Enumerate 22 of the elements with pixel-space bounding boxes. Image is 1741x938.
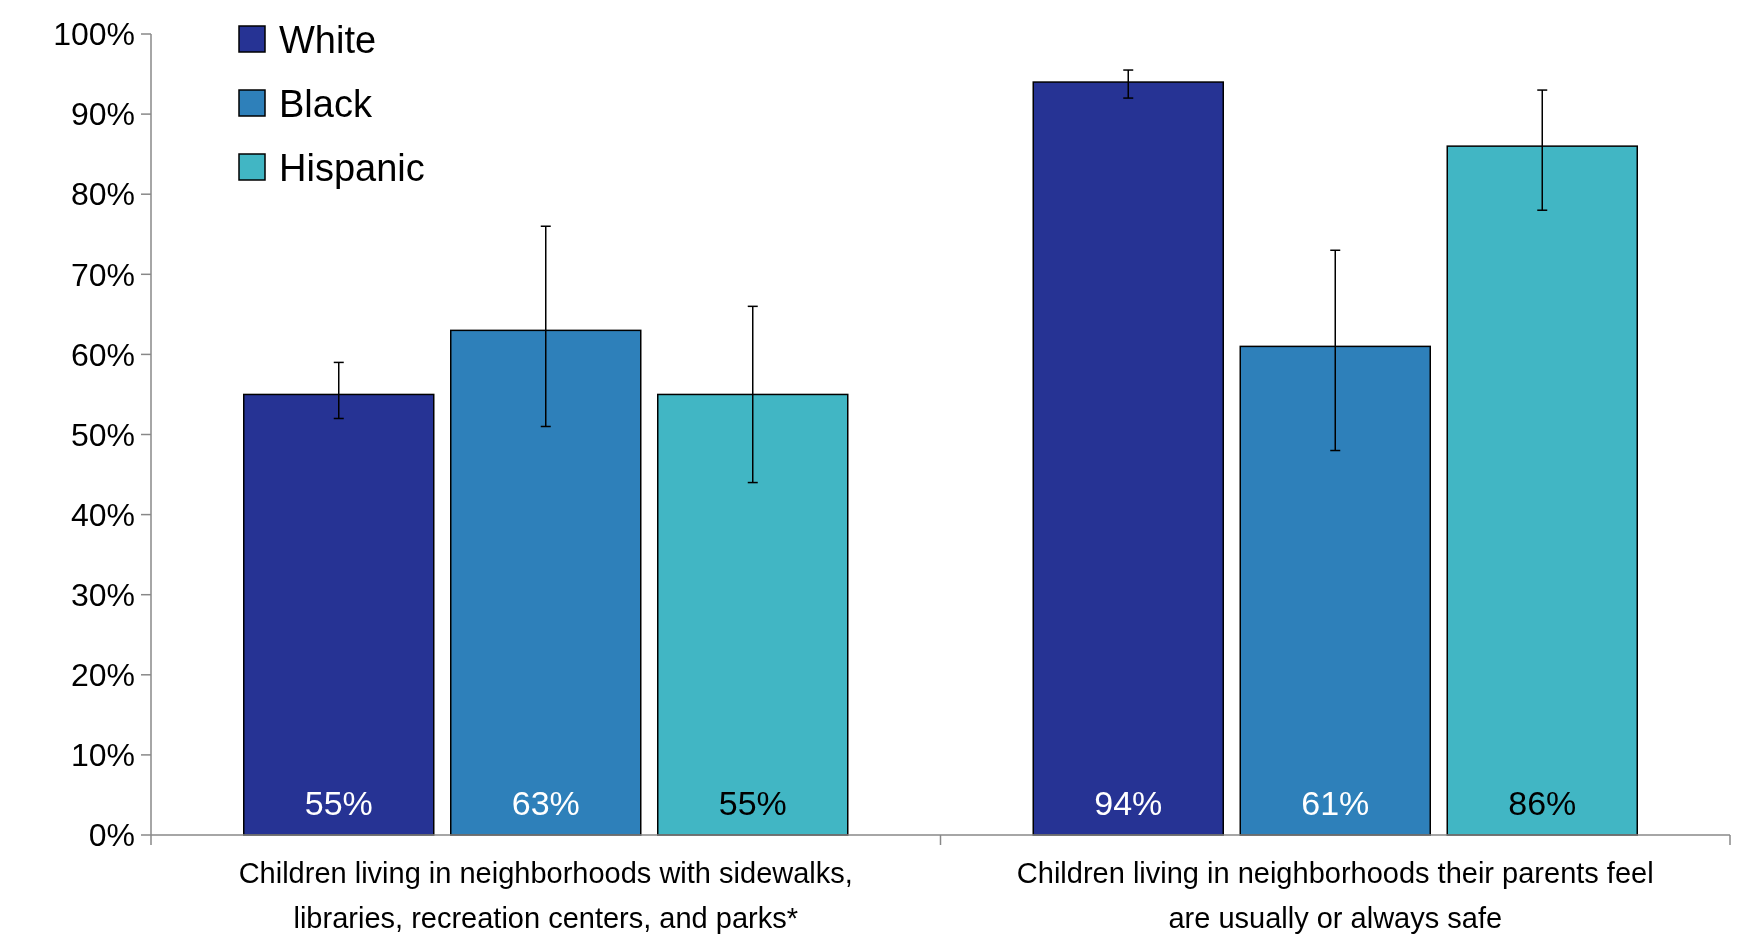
data-label: 55% [304, 784, 373, 822]
y-tick-label: 50% [70, 416, 135, 453]
legend-label: White [279, 19, 377, 62]
data-label: 86% [1508, 784, 1577, 822]
legend-label: Black [279, 83, 373, 126]
data-label: 94% [1094, 784, 1163, 822]
y-tick-label: 60% [70, 336, 135, 373]
x-tick-label: Children living in neighborhoods their parents feel are usually or always safe [1016, 857, 1654, 934]
legend-label: Hispanic [279, 147, 425, 190]
y-tick-label: 80% [70, 176, 135, 213]
y-tick-label: 40% [70, 496, 135, 533]
data-label: 61% [1301, 784, 1370, 822]
y-tick-label: 70% [70, 256, 135, 293]
y-tick-label: 90% [70, 96, 135, 133]
y-tick-label: 10% [70, 737, 135, 774]
data-label: 63% [511, 784, 580, 822]
y-tick-label: 30% [70, 576, 135, 613]
x-tick-label: Children living in neighborhoods with sidewalks, libraries, recreation centers, and parks* [238, 857, 853, 934]
y-tick-label: 20% [70, 657, 135, 693]
data-label: 55% [718, 784, 787, 822]
y-tick-label: 0% [88, 817, 135, 854]
y-tick-label: 100% [53, 16, 135, 53]
